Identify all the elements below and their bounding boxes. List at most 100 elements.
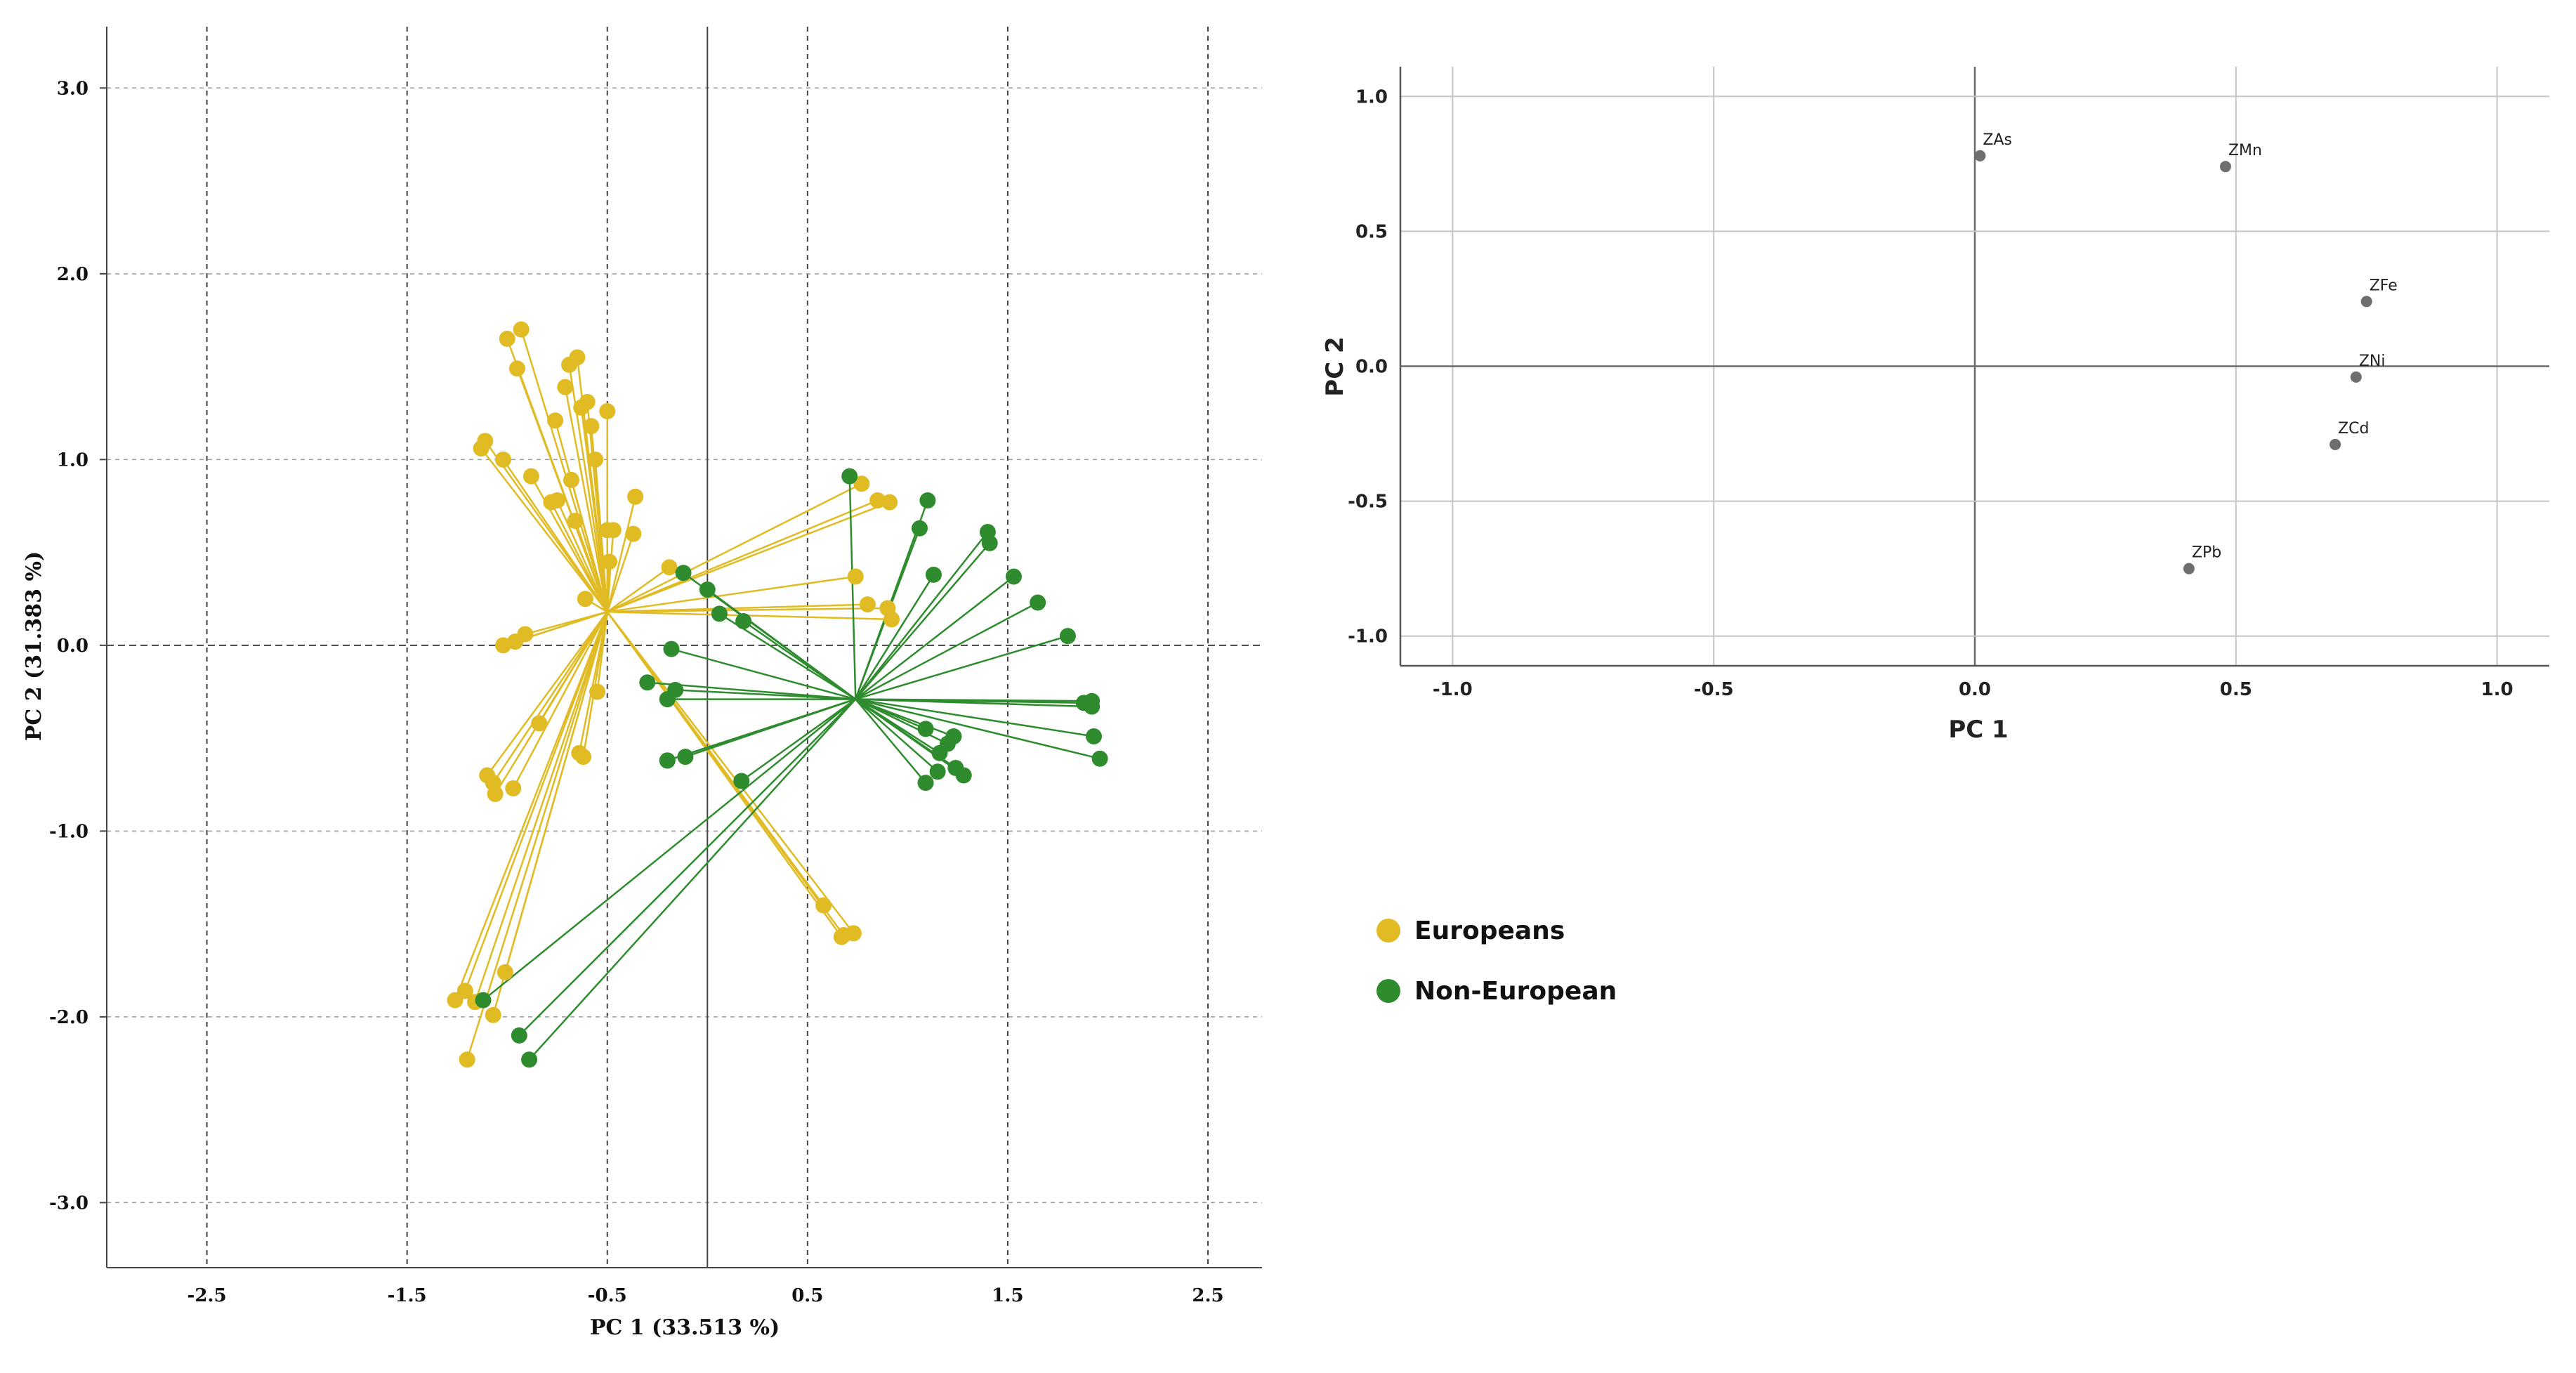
biplot-point-europeans xyxy=(627,488,644,505)
biplot-point-europeans xyxy=(508,360,525,377)
biplot-point-europeans xyxy=(487,785,504,802)
biplot-point-non_european xyxy=(1005,568,1022,585)
biplot-connector-europeans xyxy=(607,610,892,621)
biplot-connector-europeans xyxy=(564,386,608,612)
biplot-connector-europeans xyxy=(520,329,608,612)
biplot-connector-europeans xyxy=(454,611,608,1001)
biplot-y-tick-label: -3.0 xyxy=(49,1193,88,1214)
loading-y-tick-label: 0.5 xyxy=(1355,221,1388,242)
loading-y-tick-label: 1.0 xyxy=(1355,86,1388,107)
biplot-connector-non_european xyxy=(855,698,1092,702)
biplot-point-europeans xyxy=(815,897,832,914)
biplot-point-europeans xyxy=(557,379,574,395)
biplot-x-tick-label: -0.5 xyxy=(588,1285,627,1306)
biplot-connector-non_european xyxy=(855,698,938,773)
biplot-point-europeans xyxy=(531,715,548,732)
biplot-connector-europeans xyxy=(492,611,608,1016)
biplot-connector-europeans xyxy=(606,611,843,938)
biplot-point-non_european xyxy=(659,752,676,769)
loading-y-tick-label: -0.5 xyxy=(1348,492,1388,513)
loading-point-zni xyxy=(2350,371,2362,383)
biplot-connector-europeans xyxy=(574,520,608,612)
biplot-connector-non_european xyxy=(855,601,1039,700)
biplot-point-europeans xyxy=(573,399,590,416)
biplot-connector-europeans xyxy=(606,611,855,934)
biplot-y-tick-label: -1.0 xyxy=(49,821,88,842)
loading-point-zfe xyxy=(2360,296,2372,308)
loading-y-tick-label: -1.0 xyxy=(1348,626,1388,648)
biplot-point-non_european xyxy=(735,612,752,629)
biplot-point-europeans xyxy=(661,559,678,576)
biplot-connector-europeans xyxy=(502,459,608,612)
loading-tick-labels: -1.0 -0.5 0.0 0.5 1.0 1.0 0.5 0.0 -0.5 -1.0 xyxy=(1348,86,2513,700)
biplot-connector-europeans xyxy=(512,611,608,789)
loading-x-tick-label: 0.0 xyxy=(1959,679,1991,700)
biplot-y-tick-label: 2.0 xyxy=(57,264,88,285)
biplot-points xyxy=(447,321,1108,1068)
loading-x-tick-label: 0.5 xyxy=(2220,679,2252,700)
biplot-point-non_european xyxy=(675,565,692,582)
biplot-point-europeans xyxy=(499,330,515,347)
biplot-connector-europeans xyxy=(607,482,862,613)
biplot-point-europeans xyxy=(583,418,600,435)
biplot-point-europeans xyxy=(494,451,511,468)
biplot-point-europeans xyxy=(587,451,604,468)
biplot-point-europeans xyxy=(589,683,605,700)
biplot-point-europeans xyxy=(563,471,579,488)
legend-marker-europeans xyxy=(1376,919,1400,942)
biplot-connector-non_european xyxy=(855,575,1015,700)
biplot-point-europeans xyxy=(625,525,642,542)
biplot-connector-non_european xyxy=(518,698,857,1037)
biplot-connector-non_european xyxy=(855,531,989,700)
loading-point-label-zmn: ZMn xyxy=(2228,142,2262,159)
biplot-connector-non_european xyxy=(855,698,948,745)
biplot-point-europeans xyxy=(447,992,464,1009)
biplot-point-non_european xyxy=(925,566,942,583)
biplot-point-europeans xyxy=(599,403,616,420)
biplot-connector-non_european xyxy=(855,698,1094,737)
loading-point-zas xyxy=(1974,150,1986,162)
biplot-connector-europeans xyxy=(480,447,608,613)
biplot-axes xyxy=(100,27,1262,1268)
biplot-connector-europeans xyxy=(606,533,634,612)
biplot-connector-europeans xyxy=(607,566,670,613)
biplot-chart: -2.5 -1.5 -0.5 0.5 1.5 2.5 3.0 2.0 1.0 0.0 -1.0 -2.… xyxy=(22,27,1262,1340)
biplot-point-europeans xyxy=(507,633,524,650)
biplot-point-non_european xyxy=(521,1051,538,1068)
legend: Europeans Non-European xyxy=(1376,906,1617,1027)
biplot-connector-europeans xyxy=(530,475,608,612)
biplot-point-non_european xyxy=(733,773,750,789)
legend-label-non-european: Non-European xyxy=(1414,976,1617,1006)
biplot-point-non_european xyxy=(511,1027,527,1044)
biplot-connector-non_european xyxy=(855,698,1100,760)
biplot-point-non_european xyxy=(981,534,998,551)
biplot-point-non_european xyxy=(911,520,928,537)
biplot-point-non_european xyxy=(711,605,728,622)
biplot-point-non_european xyxy=(1086,728,1103,744)
biplot-point-non_european xyxy=(917,775,934,791)
biplot-connector-europeans xyxy=(492,611,608,784)
biplot-point-europeans xyxy=(601,553,618,570)
biplot-x-tick-label: 1.5 xyxy=(992,1285,1023,1306)
biplot-x-tick-label: 2.5 xyxy=(1192,1285,1223,1306)
biplot-point-non_european xyxy=(1030,594,1046,611)
biplot-connector-non_european xyxy=(671,648,856,700)
biplot-connector-non_european xyxy=(685,698,856,758)
biplot-point-non_european xyxy=(919,492,936,509)
biplot-x-tick-label: -1.5 xyxy=(388,1285,427,1306)
biplot-point-europeans xyxy=(505,780,522,797)
loading-point-label-zcd: ZCd xyxy=(2338,420,2369,438)
biplot-point-europeans xyxy=(547,412,564,429)
biplot-connector-non_european xyxy=(855,698,964,777)
biplot-connector-europeans xyxy=(486,611,608,776)
biplot-connector-europeans xyxy=(550,501,608,612)
biplot-connector-europeans xyxy=(474,611,608,1003)
loading-points: ZAs ZMn ZFe ZNi ZCd ZPb xyxy=(1974,131,2398,574)
biplot-connector-europeans xyxy=(580,407,608,612)
biplot-connector-non_european xyxy=(855,542,991,700)
legend-label-europeans: Europeans xyxy=(1414,916,1565,945)
biplot-connector-non_european xyxy=(848,476,857,699)
biplot-y-tick-label: -2.0 xyxy=(49,1007,88,1028)
biplot-point-europeans xyxy=(853,475,870,492)
biplot-connector-europeans xyxy=(594,459,608,612)
